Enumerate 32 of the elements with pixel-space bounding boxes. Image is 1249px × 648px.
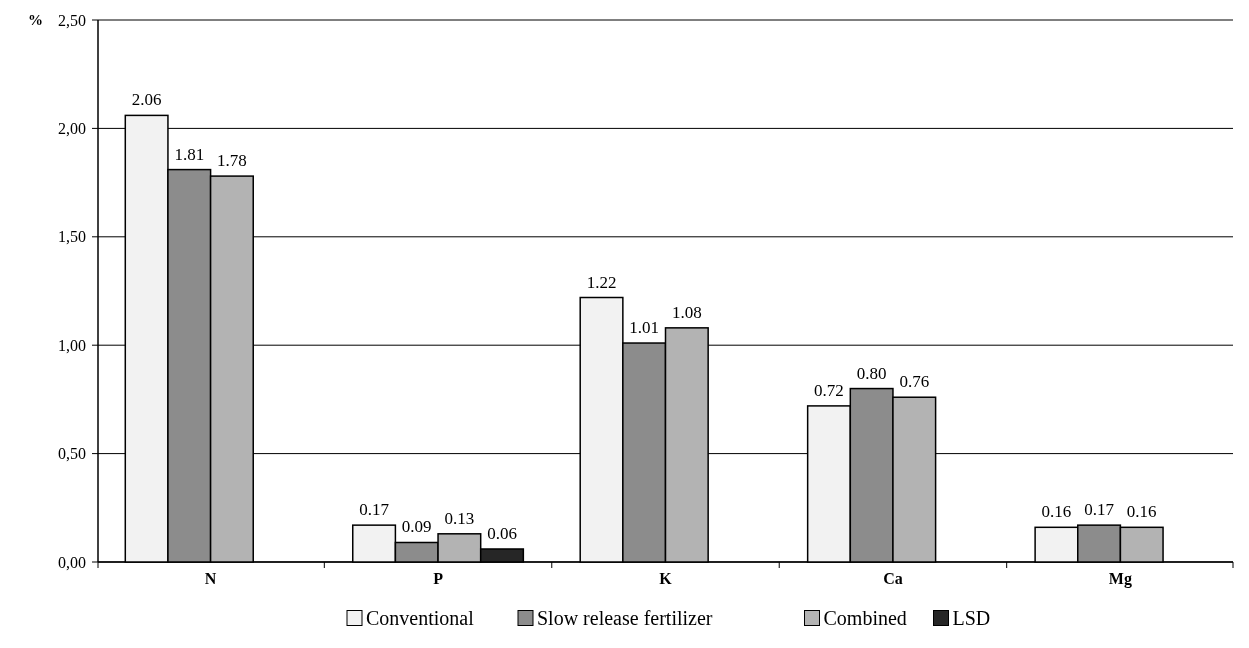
data-label: 0.17 (359, 500, 390, 520)
y-tick-label: 1,00 (58, 336, 86, 354)
y-axis-title: % (28, 12, 43, 29)
data-label: 0.72 (814, 380, 844, 400)
legend-label: Combined (823, 607, 907, 629)
data-label: 0.16 (1126, 502, 1157, 522)
legend-label: Conventional (366, 607, 475, 629)
data-label: 1.78 (217, 151, 247, 171)
legend-label: LSD (952, 607, 991, 629)
legend-label: Slow release fertilizer (537, 607, 713, 629)
x-tick-label: K (659, 570, 673, 587)
data-label: 0.09 (401, 517, 432, 537)
y-tick-label: 0,50 (58, 445, 86, 463)
data-label: 2.06 (131, 90, 162, 110)
x-tick-label: P (433, 570, 444, 587)
data-label: 0.80 (856, 363, 887, 383)
y-tick-label: 1,50 (58, 228, 86, 246)
data-label: 1.22 (586, 272, 617, 292)
x-tick-label: Ca (883, 570, 903, 587)
x-tick-label: Mg (1108, 570, 1132, 588)
data-label: 1.81 (174, 144, 205, 164)
data-label: 0.17 (1084, 500, 1115, 520)
data-label: 1.01 (629, 318, 660, 338)
x-tick-label: N (204, 570, 217, 587)
y-tick-label: 2,00 (58, 120, 86, 137)
data-label: 0.13 (444, 508, 475, 528)
y-tick-label: 2,50 (58, 11, 86, 29)
data-label: 0.76 (899, 372, 930, 392)
data-label: 1.08 (671, 302, 702, 322)
data-label: 0.06 (487, 523, 517, 543)
data-label: 0.16 (1041, 502, 1072, 522)
y-tick-label: 0,00 (58, 553, 86, 571)
